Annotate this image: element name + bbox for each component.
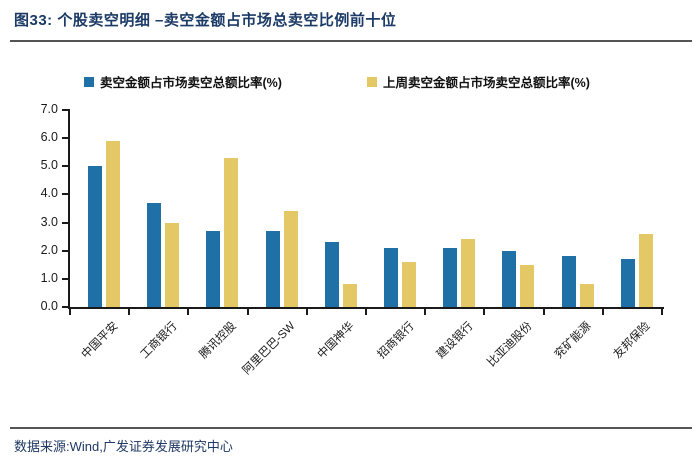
x-axis-category-label: 友邦保险 [611,320,653,362]
bar-current-6 [443,247,458,307]
legend-label: 上周卖空金额占市场卖空总额比率(%) [383,76,590,90]
bar-lastweek-9 [638,233,653,307]
x-axis-category-label: 中国神华 [315,320,357,362]
x-axis-tick [305,309,308,315]
bar-lastweek-4 [342,284,357,307]
title-divider-line [10,40,692,42]
x-axis-tick [483,309,486,315]
y-axis-tick [62,249,68,252]
x-axis-line [68,307,664,309]
y-axis-tick [62,109,68,111]
x-axis-category-label: 工商银行 [138,320,180,362]
y-axis-tick [62,193,68,196]
y-axis-tick-label: 6.0 [40,130,58,145]
bar-current-1 [147,202,162,307]
x-axis-tick [69,309,71,315]
footer-divider-line [10,427,692,429]
x-axis-tick [424,309,427,315]
figure-title: 图33: 个股卖空明细 –卖空金额占市场总卖空比例前十位 [14,12,397,29]
x-axis-tick [661,309,663,315]
legend-swatch-yellow [367,76,377,87]
bar-current-2 [206,231,221,307]
x-axis-category-label: 中国平安 [79,320,121,362]
bar-lastweek-6 [461,239,476,307]
bar-lastweek-1 [165,222,180,307]
y-axis-tick [62,165,68,168]
legend-item-last-week: 上周卖空金额占市场卖空总额比率(%) [367,72,590,91]
y-axis-tick-label: 4.0 [40,186,58,201]
y-axis-tick-label: 0.0 [40,299,58,313]
bar-lastweek-5 [402,261,416,307]
y-axis-tick-label: 2.0 [40,242,58,257]
legend-item-current-week: 卖空金额占市场卖空总额比率(%) [84,72,282,91]
y-axis-tick-label: 3.0 [40,214,58,229]
y-axis-tick-label: 7.0 [40,102,58,116]
bar-lastweek-8 [579,284,594,307]
bar-current-0 [88,166,102,307]
bar-current-7 [502,250,517,307]
bar-current-9 [620,259,635,307]
x-axis-tick [128,309,131,315]
x-axis-category-label: 腾讯控股 [197,320,239,362]
bar-lastweek-3 [283,211,298,307]
y-axis-tick [62,306,68,308]
bar-lastweek-0 [106,140,120,307]
y-axis-line [68,109,70,309]
bar-current-4 [324,242,339,307]
bar-current-3 [265,231,280,307]
bar-current-5 [384,247,398,307]
bar-current-8 [561,256,576,307]
x-axis-category-label: 招商银行 [375,320,417,362]
y-axis-tick-label: 1.0 [40,270,58,285]
bar-lastweek-7 [520,264,535,307]
x-axis-category-label: 比亚迪股份 [485,320,535,370]
legend-swatch-blue [84,76,94,87]
x-axis-tick [601,309,604,315]
x-axis-category-label: 建设银行 [434,320,476,362]
x-axis-tick [542,309,545,315]
y-axis-tick-label: 5.0 [40,158,58,173]
y-axis-tick [62,137,68,140]
bar-chart: 0.0 1.0 2.0 3.0 4.0 5.0 6.0 7.0 中国平安 工商银行 腾讯控股 阿里巴巴… [41,102,664,377]
x-axis-category-label: 兖矿能源 [552,320,594,362]
bar-lastweek-2 [224,157,239,307]
y-axis-tick [62,221,68,224]
x-axis-tick [365,309,367,315]
y-axis-tick [62,277,68,280]
data-source-note: 数据来源:Wind,广发证券发展研究中心 [14,439,233,454]
x-axis-tick [246,309,249,315]
x-axis-category-label: 阿里巴巴-SW [240,320,298,377]
legend-label: 卖空金额占市场卖空总额比率(%) [100,76,282,90]
x-axis-tick [187,309,190,315]
